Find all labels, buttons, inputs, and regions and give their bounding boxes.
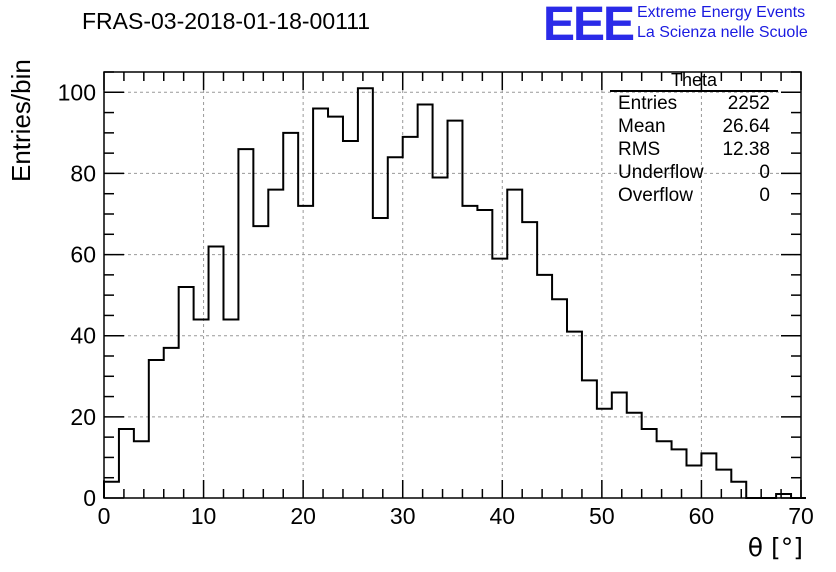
stats-value: 0 bbox=[759, 185, 770, 206]
x-axis-label: θ [°] bbox=[748, 533, 803, 562]
x-tick-label: 60 bbox=[689, 503, 715, 529]
x-tick-label: 0 bbox=[98, 503, 111, 529]
stats-label: RMS bbox=[618, 139, 661, 160]
stats-row: Entries 2252 bbox=[610, 92, 778, 115]
y-tick-label: 80 bbox=[70, 160, 96, 186]
stats-label: Entries bbox=[618, 93, 678, 114]
y-tick-label: 40 bbox=[70, 323, 96, 349]
axis-ticks bbox=[103, 71, 802, 499]
stats-row: Underflow 0 bbox=[610, 161, 778, 184]
y-tick-label: 0 bbox=[83, 485, 96, 511]
stats-label: Underflow bbox=[618, 162, 704, 183]
y-tick-label: 100 bbox=[58, 79, 96, 105]
logo-line-2: La Scienza nelle Scuole bbox=[637, 24, 808, 41]
stats-label: Mean bbox=[618, 116, 666, 137]
x-tick-label: 20 bbox=[290, 503, 316, 529]
stats-value: 26.64 bbox=[722, 116, 770, 137]
eee-logo: EEE bbox=[543, 0, 635, 51]
chart-title: FRAS-03-2018-01-18-00111 bbox=[82, 8, 371, 34]
x-tick-label: 30 bbox=[390, 503, 416, 529]
grid-lines bbox=[104, 72, 801, 498]
stats-box: Theta Entries 2252 Mean 26.64 RMS 12.38 Und… bbox=[610, 70, 778, 207]
x-tick-label: 50 bbox=[589, 503, 615, 529]
stats-row: Overflow 0 bbox=[610, 184, 778, 207]
stats-value: 0 bbox=[759, 162, 770, 183]
x-tick-label: 40 bbox=[489, 503, 515, 529]
y-tick-labels: 0 20 40 60 80 100 bbox=[58, 79, 96, 511]
x-tick-labels: 0 10 20 30 40 50 60 70 bbox=[98, 503, 814, 529]
stats-title: Theta bbox=[610, 70, 778, 92]
y-tick-label: 20 bbox=[70, 404, 96, 430]
logo-line-1: Extreme Energy Events bbox=[637, 4, 806, 21]
stats-value: 12.38 bbox=[722, 139, 770, 160]
y-axis-label: Entries/bin bbox=[6, 59, 36, 182]
x-tick-label: 10 bbox=[191, 503, 217, 529]
y-tick-label: 60 bbox=[70, 242, 96, 268]
stats-value: 2252 bbox=[727, 93, 770, 114]
stats-row: Mean 26.64 bbox=[610, 115, 778, 138]
plot-frame bbox=[103, 71, 802, 499]
x-tick-label: 70 bbox=[788, 503, 814, 529]
stats-label: Overflow bbox=[618, 185, 693, 206]
histogram-series bbox=[103, 87, 806, 499]
stats-row: RMS 12.38 bbox=[610, 138, 778, 161]
